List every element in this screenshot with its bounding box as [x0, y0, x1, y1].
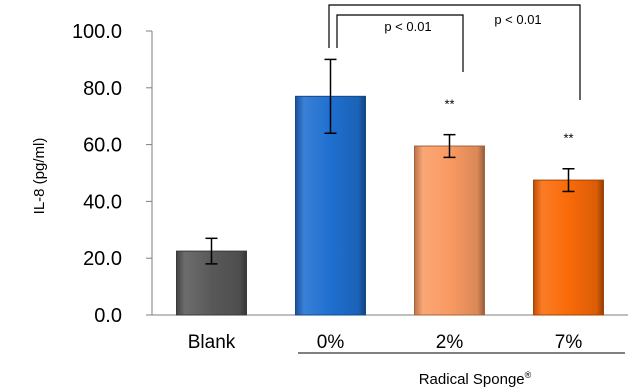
- x-tick-label: 7%: [555, 332, 583, 353]
- error-bar: [324, 58, 337, 134]
- y-tick-label: 60.0: [83, 135, 122, 157]
- bar: [533, 179, 604, 316]
- y-tick-label: 40.0: [83, 191, 122, 213]
- y-tick-label: 0.0: [94, 305, 122, 327]
- x-tick-label: 2%: [436, 332, 464, 353]
- error-bar: [205, 237, 218, 265]
- significance-bracket-inner: [336, 14, 464, 72]
- y-tick-label: 80.0: [83, 78, 122, 100]
- significance-stars: **: [444, 97, 454, 112]
- group-label-text: Radical Sponge: [419, 371, 525, 388]
- x-tick-label: Blank: [188, 332, 236, 353]
- group-label: Radical Sponge®: [419, 370, 532, 388]
- significance-label-outer: p < 0.01: [494, 12, 541, 27]
- significance-stars: **: [563, 131, 573, 146]
- significance-label-inner: p < 0.01: [384, 19, 431, 34]
- group-label-mark: ®: [525, 370, 532, 380]
- bar: [414, 145, 485, 316]
- y-tick-label: 100.0: [72, 21, 122, 43]
- error-bar: [562, 167, 575, 193]
- y-axis-label: IL-8 (pg/ml): [31, 138, 48, 215]
- y-tick-label: 20.0: [83, 248, 122, 270]
- error-bar: [443, 133, 456, 159]
- significance-bracket-outer: [328, 4, 581, 100]
- x-tick-label: 0%: [317, 332, 345, 353]
